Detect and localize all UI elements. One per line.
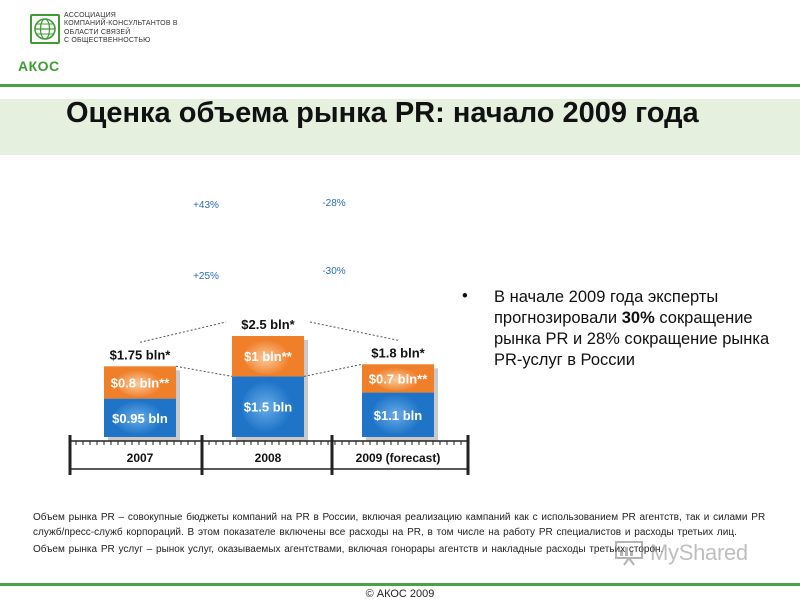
change-label-total: -28% [322,198,345,209]
change-label-pr-services: -30% [322,266,345,277]
bar-highlight [116,368,164,397]
data-label-pr-services: $0.7 bln** [369,371,428,386]
logo-caption: АССОЦИАЦИЯ КОМПАНИЙ-КОНСУЛЬТАНТОВ В ОБЛА… [64,12,178,45]
slide-title: Оценка объема рынка PR: начало 2009 года [66,97,699,129]
logo: АССОЦИАЦИЯ КОМПАНИЙ-КОНСУЛЬТАНТОВ В ОБЛА… [12,10,212,80]
logo-line: АССОЦИАЦИЯ [64,12,117,19]
watermark: MyShared [612,538,762,568]
watermark-text: MyShared [650,540,748,565]
footnotes: Объем рынка PR – совокупные бюджеты комп… [33,510,773,556]
trend-line-total [139,321,227,343]
bullet-text-bold: 30% [621,309,655,327]
logo-name: АКОС [18,58,60,74]
presentation-icon [615,541,643,566]
change-label-total: +43% [193,200,219,211]
logo-line: ОБЛАСТИ СВЯЗЕЙ [64,28,131,36]
bottom-divider [0,583,800,586]
trend-line-total [309,321,399,341]
logo-line: С ОБЩЕСТВЕННОСТЬЮ [64,36,151,44]
data-label-pr-services: $0.8 bln** [111,375,170,390]
footnote-pr-market: Объем рынка PR – совокупные бюджеты комп… [33,512,766,538]
bar-highlight [114,400,166,435]
copyright-footer: © АКОС 2009 [365,588,435,600]
change-label-pr-services: +25% [193,271,219,282]
total-label: $2.5 bln* [241,317,295,332]
bar-highlight [244,338,292,375]
top-divider [0,84,800,87]
x-tick-label: 2008 [255,451,282,465]
globe-icon [30,14,60,44]
bullet-icon: • [462,287,468,305]
bullet-text-post: сокращение рынка PR и 28% сокращение рын… [494,309,770,369]
bullet-text-pre: В начале 2009 года эксперты прогнозирова… [494,288,719,327]
total-label: $1.8 bln* [371,345,425,360]
logo-line: КОМПАНИЙ-КОНСУЛЬТАНТОВ В [64,20,178,28]
stacked-bar-chart: $0.95 bln $0.8 bln** $1.75 bln* $1.5 bln $1 … [68,198,470,475]
x-tick-label: 2009 (forecast) [356,451,441,465]
trend-line-pr-services [303,363,363,377]
trend-line-pr-services [175,365,233,377]
data-label-market: $1.1 bln [374,408,422,423]
bar-highlight [372,394,424,435]
total-label: $1.75 bln* [110,347,172,362]
bullet-text: В начале 2009 года эксперты прогнозирова… [494,287,784,371]
bar-highlight [374,366,422,391]
title-band [0,99,800,155]
data-label-market: $0.95 bln [112,411,168,426]
bar-highlight [242,380,294,433]
x-tick-label: 2007 [127,451,154,465]
footnote-pr-services: Объем рынка PR услуг – рынок услуг, оказ… [33,544,664,555]
data-label-pr-services: $1 bln** [244,349,293,364]
data-label-market: $1.5 bln [244,400,292,415]
